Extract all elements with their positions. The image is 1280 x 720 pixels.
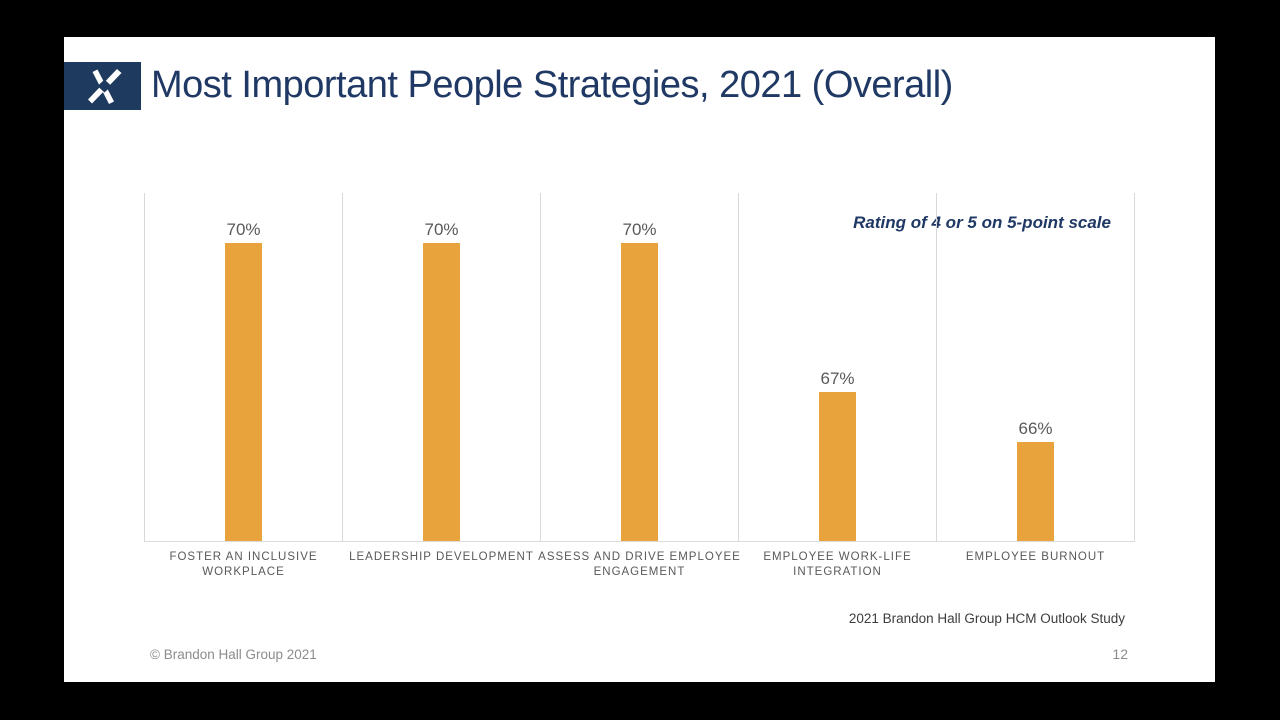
chart-column: 70% LEADERSHIP DEVELOPMENT <box>343 193 541 563</box>
chart-column: 70% ASSESS AND DRIVE EMPLOYEE ENGAGEMENT <box>538 193 740 578</box>
logo-center-notch <box>97 79 112 93</box>
bar <box>819 391 856 541</box>
chart-annotation: Rating of 4 or 5 on 5-point scale <box>853 213 1111 232</box>
copyright-text: © Brandon Hall Group 2021 <box>150 647 317 662</box>
chart-column: 67% EMPLOYEE WORK-LIFE INTEGRATION <box>739 193 937 578</box>
bar <box>1017 441 1054 541</box>
bar-value-label: 66% <box>1018 418 1053 438</box>
bar-value-label: 70% <box>424 219 459 239</box>
presentation-slide: Most Important People Strategies, 2021 (… <box>64 37 1215 682</box>
category-label: EMPLOYEE BURNOUT <box>965 551 1106 563</box>
bar-value-label: 70% <box>226 219 261 239</box>
brandon-hall-x-icon <box>88 69 122 104</box>
bar <box>225 242 262 541</box>
bar-chart: Rating of 4 or 5 on 5-point scale 70% FOS… <box>144 193 1135 578</box>
bar <box>423 242 460 541</box>
source-note: 2021 Brandon Hall Group HCM Outlook Stud… <box>848 611 1125 626</box>
bar <box>621 242 658 541</box>
brandon-hall-logo <box>64 62 141 110</box>
chart-column: 70% FOSTER AN INCLUSIVE WORKPLACE <box>145 193 343 578</box>
category-label: FOSTER AN INCLUSIVE WORKPLACE <box>169 551 318 578</box>
category-label: EMPLOYEE WORK-LIFE INTEGRATION <box>763 551 912 578</box>
page-number: 12 <box>1112 646 1128 662</box>
chart-column: 66% EMPLOYEE BURNOUT <box>937 193 1135 563</box>
category-label: LEADERSHIP DEVELOPMENT <box>349 551 534 563</box>
category-label: ASSESS AND DRIVE EMPLOYEE ENGAGEMENT <box>538 551 741 578</box>
bar-value-label: 70% <box>622 219 657 239</box>
page-title: Most Important People Strategies, 2021 (… <box>151 64 953 106</box>
bar-value-label: 67% <box>820 368 855 388</box>
